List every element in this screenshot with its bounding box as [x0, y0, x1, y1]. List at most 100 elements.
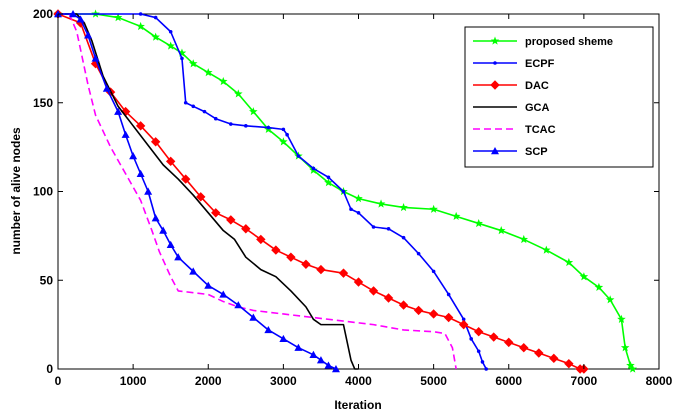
series-dac-point [338, 268, 349, 278]
series-dac-point [504, 337, 514, 348]
y-tick-label: 100 [33, 185, 53, 199]
series-ecpf-point [228, 122, 233, 126]
series-scp-point [279, 334, 288, 343]
legend-gca-label: GCA [525, 102, 550, 114]
series-dac-point [353, 277, 364, 287]
x-axis-label: Iteration [334, 398, 381, 412]
series-proposed-sheme-point [354, 194, 363, 203]
series-dac-point [256, 234, 266, 245]
series-ecpf-point [180, 56, 184, 61]
series-scp-point [316, 356, 325, 364]
series-proposed-sheme-point [177, 48, 187, 57]
legend: proposed sheme ECPF DAC GCA TCAC SCP [464, 26, 654, 168]
series-dac-point [458, 319, 469, 330]
series-dac-point [489, 332, 499, 342]
series-dac-point [316, 264, 326, 275]
series-scp-point [159, 226, 168, 234]
y-tick-label: 150 [33, 96, 53, 110]
series-scp-point [114, 107, 123, 115]
series-scp-point [151, 214, 160, 222]
series-scp-point [219, 290, 228, 298]
y-tick-label: 200 [33, 7, 53, 21]
legend-ecpf-point [493, 61, 497, 65]
series-proposed-sheme-point [626, 360, 635, 370]
series-proposed-sheme-point [166, 41, 175, 50]
series-ecpf-point [168, 29, 173, 34]
series-dac-point [165, 156, 176, 167]
series-scp-point [102, 84, 111, 92]
series-proposed-sheme-point [579, 272, 589, 281]
series-scp-point [249, 313, 258, 321]
series-ecpf-point [386, 226, 391, 231]
series-dac-point [150, 137, 161, 147]
series-ecpf-point [461, 317, 466, 322]
x-tick-label: 8000 [646, 374, 673, 388]
legend-scp-label: SCP [525, 146, 548, 158]
x-tick-label: 6000 [495, 374, 522, 388]
series-scp [54, 10, 340, 373]
legend-ecpf-label: ECPF [525, 58, 555, 70]
y-tick-label: 50 [40, 273, 54, 287]
series-scp-point [91, 54, 100, 62]
series-scp-point [144, 187, 153, 195]
series-proposed-sheme-point [542, 245, 551, 254]
y-axis-label: number of alive nodes [9, 127, 23, 255]
series-scp-point [136, 169, 145, 177]
series-proposed-sheme-point [376, 199, 386, 208]
series-proposed-sheme-point [617, 314, 626, 323]
series-ecpf-point [202, 109, 207, 114]
legend-proposed-sheme-point [490, 36, 500, 45]
series-scp-point [84, 31, 93, 39]
series-dac-point [301, 259, 311, 269]
series-proposed-sheme-point [594, 282, 604, 291]
legend-proposed-sheme-label: proposed sheme [525, 36, 613, 48]
x-tick-label: 7000 [571, 374, 598, 388]
series-proposed-sheme-point [474, 218, 483, 228]
series-proposed-sheme-point [605, 295, 615, 304]
series-proposed-sheme-point [429, 204, 438, 213]
series-ecpf-point [476, 349, 481, 354]
series-dac-point [428, 309, 439, 319]
series-dac-point [368, 286, 379, 296]
series-scp-point [174, 253, 183, 261]
series-tcac [58, 13, 457, 370]
series-proposed-sheme-point [399, 202, 408, 212]
series-tcac-line [58, 13, 457, 370]
series-proposed-sheme-point [519, 234, 529, 244]
series-dac-point [473, 327, 484, 337]
series-dac-point [383, 293, 394, 303]
series-dac-point [413, 305, 424, 316]
series-proposed-sheme-point [249, 107, 258, 116]
series-proposed-sheme-point [628, 364, 637, 373]
series-ecpf-point [183, 100, 188, 105]
x-tick-label: 0 [55, 374, 62, 388]
series-proposed-sheme-point [496, 226, 506, 235]
series-ecpf-point [349, 207, 353, 212]
series-dac-point [534, 348, 544, 358]
legend-tcac-label: TCAC [525, 124, 556, 136]
series-dac-point [549, 353, 559, 364]
series-ecpf-point [371, 225, 376, 229]
series-scp-point [76, 15, 85, 23]
series-dac-point [286, 252, 296, 262]
series-ecpf-point [484, 367, 489, 371]
series-scp-point [331, 365, 340, 373]
series-ecpf-point [244, 124, 248, 128]
series-ecpf-point [191, 104, 196, 109]
legend-dac-point [490, 80, 500, 90]
series-ecpf-point [138, 12, 143, 16]
series-ecpf-point [480, 360, 485, 364]
series-proposed-sheme-point [113, 13, 123, 22]
series-dac-point [181, 174, 191, 184]
series-ecpf-point [296, 154, 301, 158]
legend-dac-label: DAC [525, 80, 549, 92]
series-ecpf-point [446, 292, 451, 297]
series-ecpf-point [356, 211, 361, 215]
series-scp-point [294, 343, 303, 351]
series-dac-point [443, 312, 454, 323]
series-scp-point [309, 350, 318, 358]
series-ecpf-point [266, 125, 271, 130]
series-dac-point [241, 224, 251, 234]
y-tick-label: 0 [46, 362, 53, 376]
